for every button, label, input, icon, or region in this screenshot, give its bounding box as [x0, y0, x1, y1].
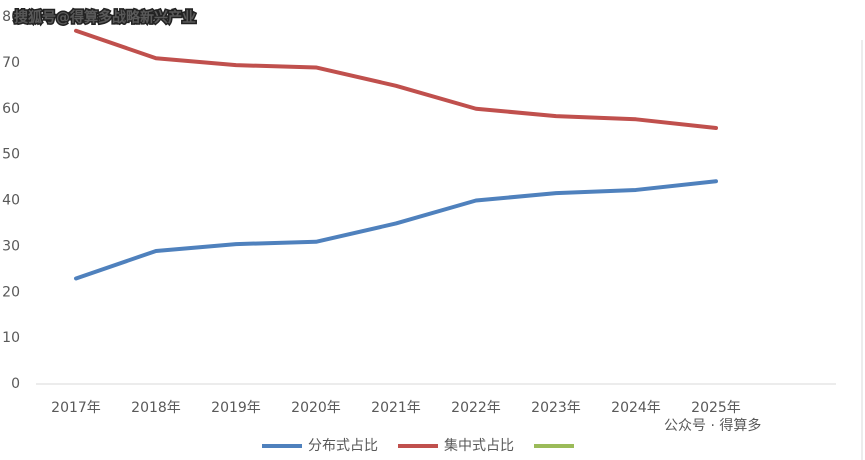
y-tick-label: 40 [2, 193, 20, 209]
y-tick-label: 50 [2, 147, 20, 163]
watermark: 公众号 · 得算多 [664, 417, 761, 434]
series-line [74, 179, 718, 281]
x-tick-label: 2018年 [131, 400, 181, 416]
x-tick-label: 2021年 [371, 400, 421, 416]
y-tick-label: 20 [2, 284, 20, 300]
x-tick-label: 2022年 [451, 400, 501, 416]
y-tick-label: 10 [2, 330, 20, 346]
x-tick-label: 2019年 [211, 400, 261, 416]
watermark: 搜狐号@得算多战略新兴产业 [14, 9, 196, 26]
y-tick-label: 70 [2, 55, 20, 71]
x-tick-label: 2025年 [691, 400, 741, 416]
y-tick-label: 0 [11, 376, 20, 392]
y-tick-label: 30 [2, 238, 20, 254]
x-tick-label: 2017年 [51, 400, 101, 416]
x-tick-label: 2023年 [531, 400, 581, 416]
legend-label: 集中式占比 [444, 437, 514, 454]
x-tick-label: 2024年 [611, 400, 661, 416]
series-line [74, 28, 718, 131]
legend-label: 分布式占比 [308, 438, 378, 454]
y-tick-label: 60 [2, 101, 20, 117]
x-tick-label: 2020年 [291, 400, 341, 416]
y-tick-label: 80 [2, 9, 20, 25]
